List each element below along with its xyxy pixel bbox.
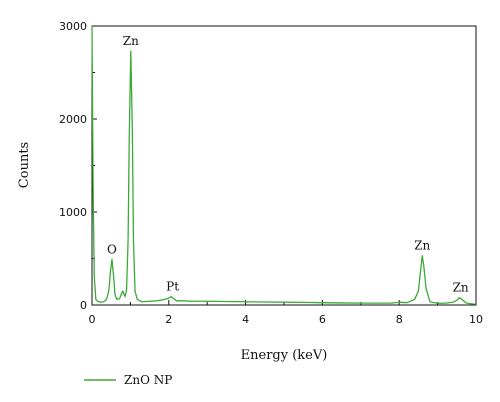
- y-tick-label: 3000: [59, 20, 87, 33]
- x-tick-label: 0: [89, 313, 96, 326]
- x-tick-label: 6: [319, 313, 326, 326]
- plot-area: [91, 25, 477, 306]
- legend-label: ZnO NP: [124, 373, 172, 387]
- peak-label: O: [107, 242, 117, 256]
- y-axis-label: Counts: [17, 142, 32, 188]
- y-axis-ticks: 0 1000 2000 3000: [59, 20, 97, 312]
- x-tick-label: 8: [396, 313, 403, 326]
- x-axis-ticks: 0 2 4 6 8 10: [89, 300, 483, 326]
- y-tick-label: 0: [80, 299, 87, 312]
- x-axis-label: Energy (keV): [241, 348, 328, 363]
- y-tick-label: 1000: [59, 206, 87, 219]
- plot-frame: [91, 25, 477, 306]
- x-tick-label: 4: [242, 313, 249, 326]
- peak-label: Zn: [414, 239, 430, 253]
- series-line-zno-np: [91, 25, 477, 305]
- series-layer: [91, 25, 477, 305]
- x-tick-label: 10: [469, 313, 483, 326]
- peak-label: Zn: [453, 281, 469, 295]
- x-tick-label: 2: [165, 313, 172, 326]
- y-tick-label: 2000: [59, 113, 87, 126]
- legend: ZnO NP: [84, 373, 172, 387]
- annotation-layer: Zn O Pt Zn Zn: [107, 34, 469, 294]
- peak-label: Pt: [166, 280, 179, 294]
- peak-label: Zn: [123, 34, 139, 48]
